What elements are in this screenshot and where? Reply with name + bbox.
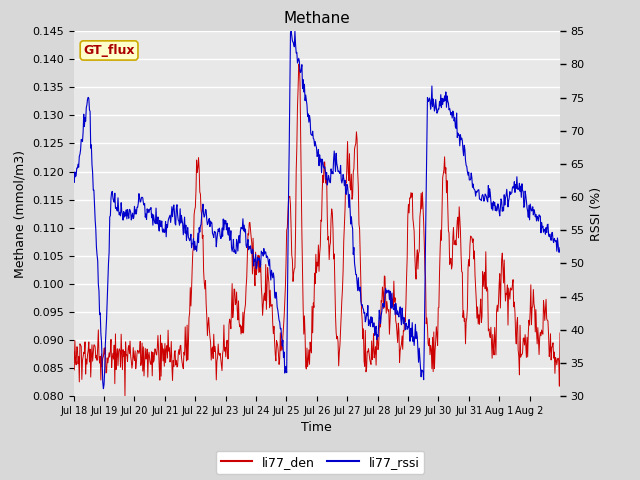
X-axis label: Time: Time xyxy=(301,421,332,434)
Y-axis label: RSSI (%): RSSI (%) xyxy=(590,187,603,240)
Y-axis label: Methane (mmol/m3): Methane (mmol/m3) xyxy=(13,150,27,277)
Text: GT_flux: GT_flux xyxy=(83,44,135,57)
Legend: li77_den, li77_rssi: li77_den, li77_rssi xyxy=(216,451,424,474)
Title: Methane: Methane xyxy=(284,11,350,26)
